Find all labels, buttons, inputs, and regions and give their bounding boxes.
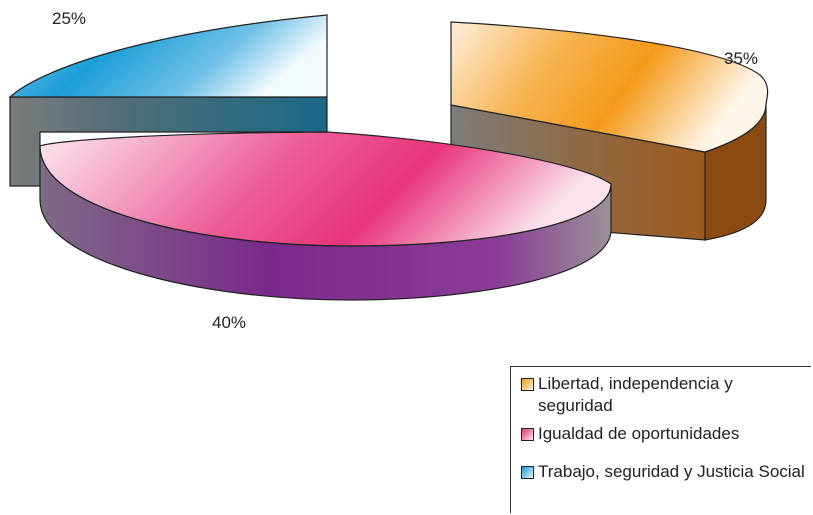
legend-item-libertad: Libertad, independencia y seguridad (521, 373, 811, 417)
legend-label: Libertad, independencia y seguridad (538, 374, 733, 415)
legend-item-igualdad: Igualdad de oportunidades (521, 423, 811, 445)
data-label-libertad: 35% (724, 49, 758, 68)
legend-swatch-libertad (521, 378, 534, 391)
legend-label: Igualdad de oportunidades (538, 424, 740, 443)
legend: Libertad, independencia y seguridad Igua… (510, 366, 811, 513)
legend-swatch-igualdad (521, 428, 534, 441)
legend-item-trabajo: Trabajo, seguridad y Justicia Social (521, 461, 811, 483)
pie-slice-igualdad (39, 131, 612, 301)
data-label-igualdad: 40% (212, 313, 246, 332)
data-label-trabajo: 25% (52, 9, 86, 28)
pie-slice-trabajo (8, 14, 328, 187)
legend-label: Trabajo, seguridad y Justicia Social (538, 462, 805, 481)
legend-swatch-trabajo (521, 466, 534, 479)
